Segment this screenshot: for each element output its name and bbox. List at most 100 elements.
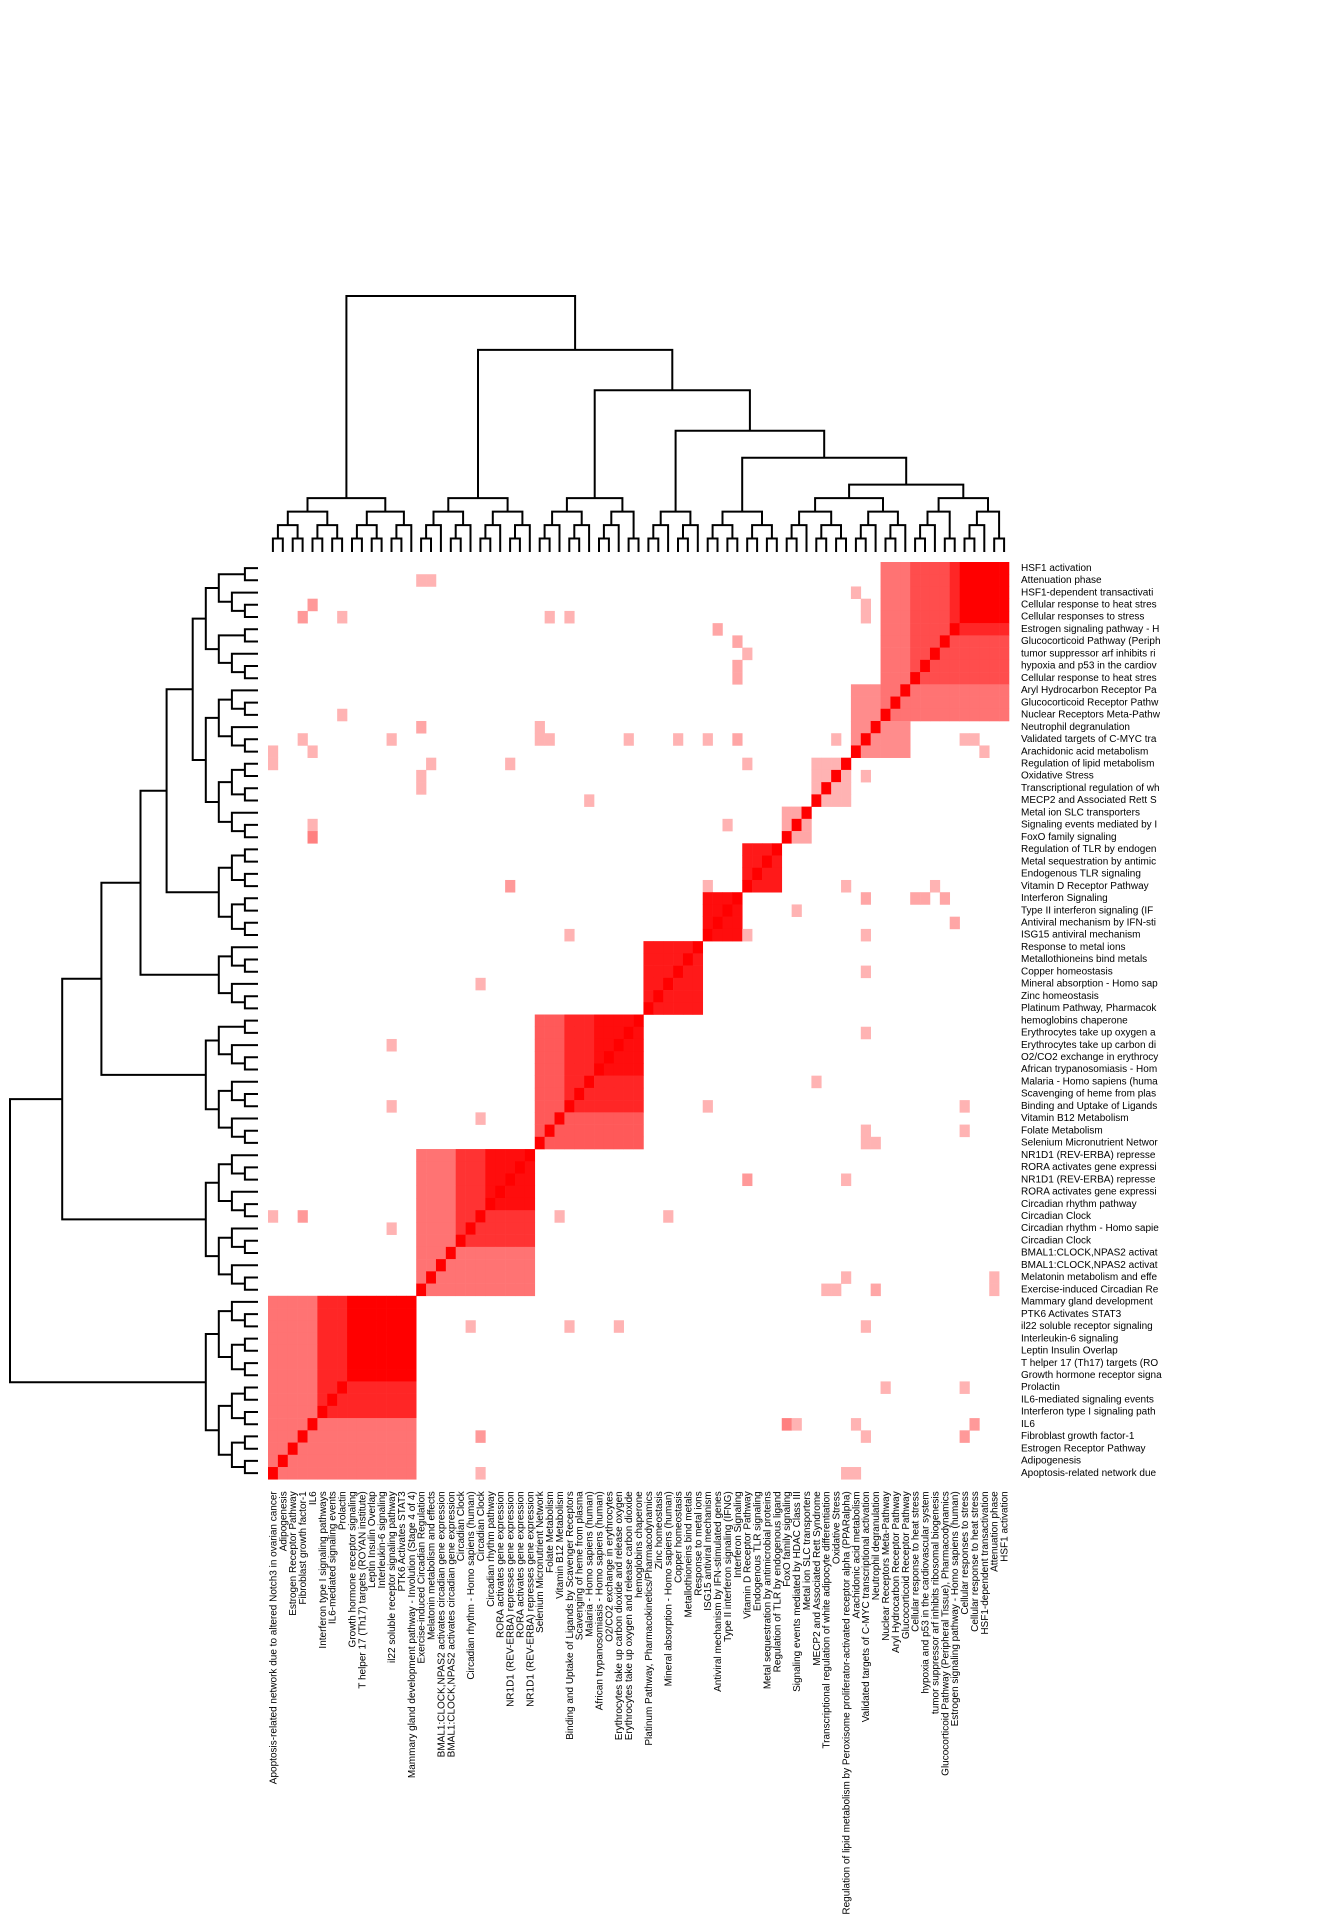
row-label: il22 soluble receptor signaling [1021, 1321, 1153, 1332]
heatmap-cell [959, 1430, 970, 1443]
heatmap-cell [297, 1332, 308, 1346]
heatmap-cell [831, 733, 842, 746]
dendrogram-link [243, 1386, 258, 1401]
dendrogram-link [814, 497, 884, 512]
heatmap-cell [435, 1246, 447, 1260]
dendrogram-link [204, 1333, 219, 1432]
heatmap-cell [416, 574, 427, 587]
heatmap-cell [623, 1112, 634, 1125]
heatmap-cell [900, 659, 911, 673]
heatmap-cell [742, 647, 753, 661]
heatmap-cell [910, 586, 921, 599]
heatmap-cell [366, 1418, 377, 1431]
heatmap-cell [584, 1087, 595, 1101]
dendrogram-link [854, 537, 867, 552]
heatmap-cell [949, 623, 960, 636]
dendrogram-link [711, 524, 734, 539]
dendrogram-link [271, 537, 284, 552]
dendrogram-link [706, 537, 719, 552]
heatmap-cell [870, 1136, 881, 1150]
heatmap-cell [989, 672, 1000, 685]
heatmap-cell [485, 1173, 496, 1187]
heatmap-cell [732, 635, 743, 648]
heatmap-cell [485, 1185, 496, 1199]
heatmap-cell [752, 879, 763, 893]
heatmap-cell [594, 1136, 605, 1150]
heatmap-cell [949, 916, 960, 930]
heatmap-cell [495, 1222, 506, 1235]
heatmap-cell [900, 562, 911, 575]
heatmap-cell [959, 708, 970, 722]
heatmap-cell [366, 1454, 377, 1468]
row-label: Oxidative Stress [1021, 771, 1094, 782]
heatmap-cell [485, 1210, 496, 1223]
heatmap-cell [850, 586, 862, 599]
heatmap-cell [505, 1271, 516, 1284]
heatmap-cell [762, 855, 773, 869]
heatmap-cell [999, 574, 1010, 587]
heatmap-cell [495, 1259, 506, 1272]
heatmap-cell [890, 623, 901, 636]
heatmap-cell [465, 1283, 476, 1297]
heatmap-cell [999, 598, 1010, 612]
heatmap-cell [643, 941, 654, 954]
heatmap-cell [406, 1332, 417, 1346]
heatmap-cell [949, 562, 960, 575]
heatmap-cell [633, 1051, 644, 1064]
heatmap-cell [297, 1295, 308, 1309]
heatmap-cell [554, 1100, 565, 1113]
heatmap-cell [959, 647, 970, 661]
heatmap-cell [643, 977, 654, 991]
heatmap-cell [880, 745, 891, 758]
heatmap-cell [732, 892, 743, 905]
heatmap-cell [594, 1051, 605, 1064]
heatmap-cell [623, 1014, 634, 1028]
heatmap-cell [920, 598, 931, 612]
column-label: Copper homeostasis [674, 1491, 685, 1583]
heatmap-cell [949, 659, 960, 673]
heatmap-cell [989, 574, 1000, 587]
heatmap-cell [327, 1454, 338, 1468]
heatmap-cell [376, 1344, 387, 1358]
heatmap-cell [702, 892, 713, 905]
column-label: Oxidative Stress [832, 1491, 843, 1564]
heatmap-cell [613, 1100, 624, 1113]
column-label: Aryl Hydrocarbon Receptor Pathway [891, 1491, 902, 1653]
heatmap-cell [297, 733, 308, 746]
heatmap-cell [663, 977, 674, 991]
heatmap-cell [475, 1149, 486, 1162]
heatmap-cell [939, 586, 951, 599]
heatmap-cell [850, 1418, 862, 1431]
column-label: Antiviral mechanism by IFN-stimulated ge… [713, 1491, 724, 1692]
heatmap-cell [406, 1393, 417, 1407]
heatmap-cell [534, 1087, 545, 1101]
row-label: Growth hormone receptor signa [1021, 1370, 1162, 1381]
heatmap-cell [465, 1197, 476, 1211]
heatmap-cell [376, 1430, 387, 1443]
heatmap-cell [959, 574, 970, 587]
heatmap-cell [712, 928, 723, 942]
heatmap-cell [673, 965, 684, 979]
heatmap-cell [515, 1234, 526, 1248]
heatmap-cell [712, 892, 723, 905]
dendrogram-link [217, 698, 232, 738]
heatmap-cell [929, 574, 941, 587]
heatmap-cell [910, 708, 921, 722]
heatmap-cell [416, 1210, 427, 1223]
heatmap-cell [356, 1295, 368, 1309]
column-label: Neutrophil degranulation [871, 1491, 882, 1600]
heatmap-cell [860, 733, 871, 746]
heatmap-cell [268, 1344, 279, 1358]
column-label: Growth hormone receptor signaling [347, 1491, 358, 1647]
heatmap-cell [406, 1430, 417, 1443]
heatmap-cell [307, 598, 318, 612]
heatmap-cell [268, 1320, 279, 1333]
heatmap-cell [594, 1087, 605, 1101]
heatmap-cell [841, 1271, 852, 1284]
heatmap-cell [356, 1442, 368, 1456]
heatmap-cell [929, 598, 941, 612]
heatmap-cell [989, 659, 1000, 673]
heatmap-cell [742, 879, 753, 893]
heatmap-cell [356, 1332, 368, 1346]
heatmap-cell [396, 1295, 407, 1309]
